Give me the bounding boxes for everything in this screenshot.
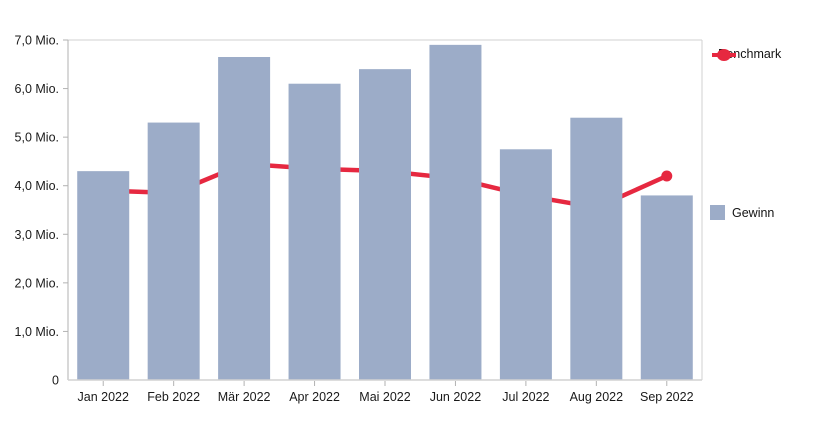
bar-Jun 2022[interactable] bbox=[429, 44, 482, 380]
bar-Aug 2022[interactable] bbox=[570, 117, 623, 380]
x-axis-label: Jan 2022 bbox=[78, 390, 129, 404]
bar-Feb 2022[interactable] bbox=[147, 122, 200, 381]
y-axis-label: 7,0 Mio. bbox=[15, 34, 59, 48]
y-axis-label: 1,0 Mio. bbox=[15, 325, 59, 339]
x-axis-label: Jun 2022 bbox=[430, 390, 481, 404]
x-axis-label: Feb 2022 bbox=[147, 390, 200, 404]
legend-label-benchmark: Benchmark bbox=[718, 47, 782, 61]
bar-Jul 2022[interactable] bbox=[499, 149, 552, 380]
x-axis-label: Apr 2022 bbox=[289, 390, 340, 404]
x-axis-label: Jul 2022 bbox=[502, 390, 549, 404]
legend-label-gewinn: Gewinn bbox=[732, 205, 775, 220]
y-axis-label: 5,0 Mio. bbox=[15, 131, 59, 145]
legend-item-gewinn[interactable]: Gewinn bbox=[710, 205, 774, 220]
x-axis-label: Aug 2022 bbox=[570, 390, 624, 404]
bar-Sep 2022[interactable] bbox=[640, 195, 693, 380]
gewinn-square-icon bbox=[710, 205, 725, 220]
x-axis-label: Sep 2022 bbox=[640, 390, 694, 404]
y-axis-label: 4,0 Mio. bbox=[15, 179, 59, 193]
x-axis-label: Mai 2022 bbox=[359, 390, 410, 404]
y-axis-label: 2,0 Mio. bbox=[15, 276, 59, 290]
y-axis-label: 3,0 Mio. bbox=[15, 228, 59, 242]
bar-Mär 2022[interactable] bbox=[218, 57, 271, 380]
x-axis-label: Mär 2022 bbox=[218, 390, 271, 404]
benchmark-end-dot bbox=[661, 170, 673, 182]
legend-item-benchmark[interactable]: Benchmark bbox=[711, 47, 781, 61]
bar-Mai 2022[interactable] bbox=[359, 69, 411, 381]
bar-Jan 2022[interactable] bbox=[77, 171, 130, 380]
bar-Apr 2022[interactable] bbox=[288, 83, 341, 380]
y-axis-label: 0 bbox=[52, 374, 59, 388]
y-axis-label: 6,0 Mio. bbox=[15, 82, 59, 96]
